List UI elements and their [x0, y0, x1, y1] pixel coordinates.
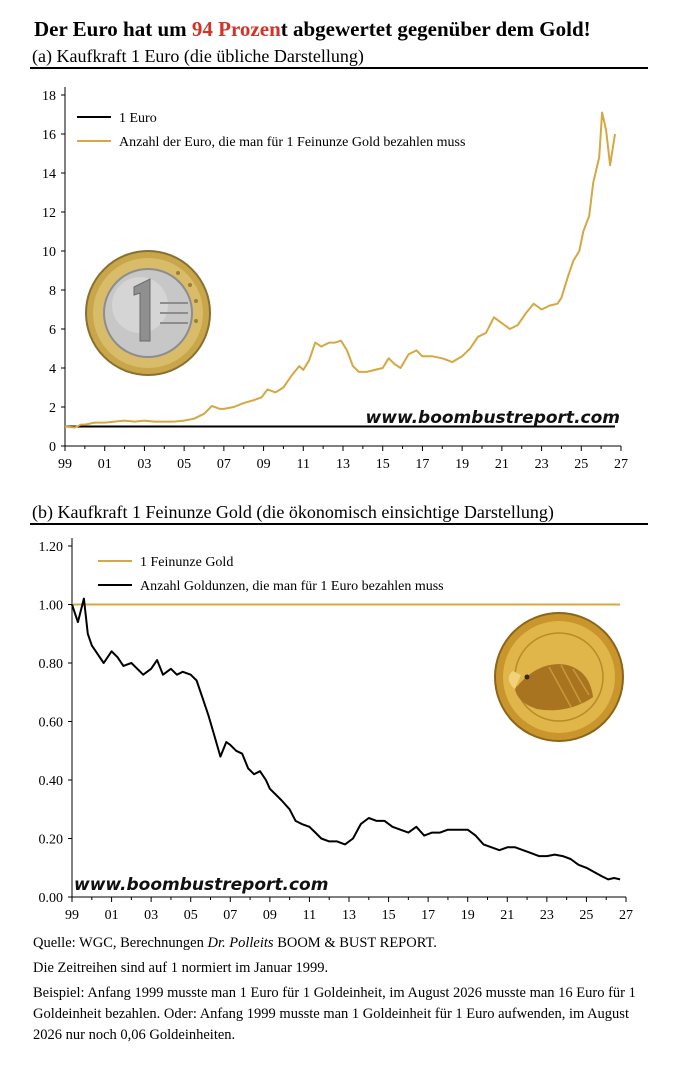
y-tick-label: 0.40 — [39, 774, 64, 789]
chart-a-rule — [30, 67, 648, 69]
x-tick-label: 27 — [619, 908, 633, 923]
x-tick-label: 19 — [455, 457, 469, 472]
series-line-2 — [64, 111, 616, 429]
chart-b-rule — [30, 523, 648, 525]
x-tick-label: 09 — [257, 457, 271, 472]
y-tick-label: 0.80 — [39, 657, 64, 672]
y-tick-label: 4 — [49, 362, 56, 377]
y-tick-label: 1.00 — [39, 599, 64, 614]
x-tick-label: 07 — [217, 457, 231, 472]
x-tick-label: 13 — [336, 457, 350, 472]
x-tick-label: 17 — [421, 908, 435, 923]
y-tick-label: 0.20 — [39, 833, 64, 848]
y-tick-label: 10 — [42, 245, 56, 260]
x-tick-label: 21 — [495, 457, 509, 472]
x-tick-label: 05 — [177, 457, 191, 472]
y-tick-label: 14 — [42, 167, 56, 182]
y-tick-label: 18 — [42, 89, 56, 104]
gold-eagle-coin-icon — [494, 612, 624, 742]
source-author: Dr. Polleits — [207, 935, 274, 951]
source-note-publication: BOOM & BUST REPORT. — [273, 935, 437, 951]
example-note: Beispiel: Anfang 1999 musste man 1 Euro … — [33, 985, 636, 1043]
x-tick-label: 21 — [500, 908, 514, 923]
x-tick-label: 01 — [98, 457, 112, 472]
x-tick-label: 07 — [223, 908, 237, 923]
legend-label-2: Anzahl der Euro, die man für 1 Feinunze … — [119, 135, 465, 150]
x-tick-label: 03 — [144, 908, 158, 923]
x-tick-label: 03 — [137, 457, 151, 472]
normalization-note: Die Zeitreihen sind auf 1 normiert im Ja… — [33, 960, 329, 976]
x-tick-label: 09 — [263, 908, 277, 923]
x-tick-label: 13 — [342, 908, 356, 923]
x-tick-label: 27 — [614, 457, 628, 472]
x-tick-label: 99 — [58, 457, 72, 472]
y-tick-label: 12 — [42, 206, 56, 221]
notes: Quelle: WGC, Berechnungen Dr. Polleits B… — [33, 933, 643, 1050]
x-tick-label: 25 — [579, 908, 593, 923]
x-tick-label: 01 — [105, 908, 119, 923]
legend-label-1: 1 Euro — [119, 111, 157, 126]
x-tick-label: 19 — [461, 908, 475, 923]
y-tick-label: 2 — [49, 401, 56, 416]
y-tick-label: 8 — [49, 284, 56, 299]
chart-b-title: (b) Kaufkraft 1 Feinunze Gold (die ökono… — [32, 502, 554, 522]
watermark-text: www.boombustreport.com — [366, 408, 620, 428]
source-note: Quelle: WGC, Berechnungen Dr. Polleits B… — [33, 933, 643, 954]
x-tick-label: 17 — [415, 457, 429, 472]
legend-label-1: 1 Feinunze Gold — [140, 555, 233, 570]
x-tick-label: 15 — [382, 908, 396, 923]
page-title: Der Euro hat um 94 Prozent abgewertet ge… — [34, 17, 674, 42]
series-line-2 — [71, 597, 621, 881]
euro-coin-icon — [85, 250, 211, 376]
x-tick-label: 23 — [535, 457, 549, 472]
x-tick-label: 23 — [540, 908, 554, 923]
x-tick-label: 99 — [65, 908, 79, 923]
x-tick-label: 05 — [184, 908, 198, 923]
y-tick-label: 16 — [42, 128, 56, 143]
x-tick-label: 11 — [303, 908, 316, 923]
y-tick-label: 6 — [49, 323, 56, 338]
title-text-start: Der Euro hat um — [34, 17, 192, 41]
chart-a: 0 2 4 6 8 10 12 14 16 18 99 01 03 05 07 09 11 13 15 17 19 21 2… — [42, 87, 628, 472]
x-tick-label: 11 — [297, 457, 310, 472]
chart-a-title: (a) Kaufkraft 1 Euro (die übliche Darste… — [32, 46, 364, 66]
y-tick-label: 1.20 — [39, 540, 64, 555]
watermark-text: www.boombustreport.com — [74, 875, 328, 895]
y-tick-label: 0.60 — [39, 716, 64, 731]
x-tick-label: 25 — [574, 457, 588, 472]
x-tick-label: 15 — [376, 457, 390, 472]
legend-label-2: Anzahl Goldunzen, die man für 1 Euro bez… — [140, 579, 444, 594]
title-text-end: t abgewertet gegenüber dem Gold! — [280, 17, 591, 41]
chart-b: 0.00 0.20 0.40 0.60 0.80 1.00 1.20 99 01 03 05 07 09… — [39, 538, 633, 923]
title-highlight: 94 Prozen — [191, 17, 281, 41]
y-tick-label: 0.00 — [39, 891, 64, 906]
source-note-text: Quelle: WGC, Berechnungen — [33, 935, 208, 951]
y-tick-label: 0 — [49, 440, 56, 455]
